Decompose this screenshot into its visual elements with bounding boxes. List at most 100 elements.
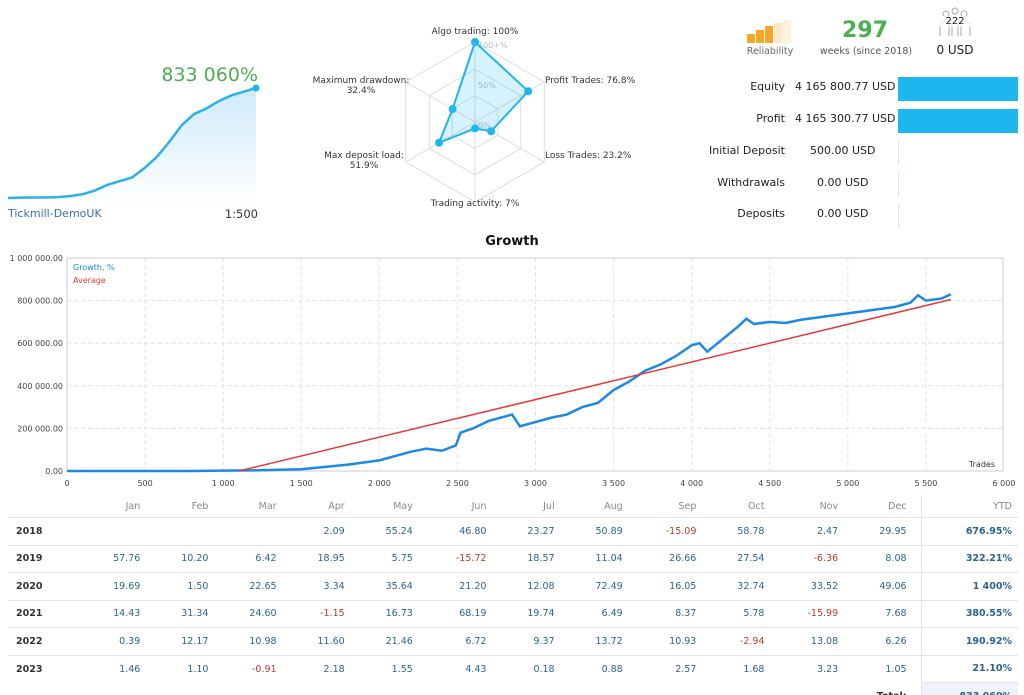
month-return-cell: -15.09 (636, 517, 711, 545)
leverage: 1:500 (224, 207, 258, 221)
month-return-cell: 4.43 (426, 654, 501, 683)
x-tick-label: 1 000 (212, 479, 235, 488)
account-label: Equity (750, 80, 785, 93)
column-header: Mar (258, 500, 277, 512)
table-row: 2022 0.39 12.17 10.98 11.60 21.46 6.72 9.37 13.7… (8, 627, 1018, 655)
radar-value-polygon (437, 40, 530, 145)
month-return-cell: 1.46 (86, 654, 155, 683)
month-return-cell: 1.68 (710, 654, 779, 683)
subscription-price: 0 USD (936, 43, 974, 57)
radar-chart: 100+% 50% 0% (405, 38, 545, 203)
monthly-returns-table: Jan Feb Mar Apr May Jun Jul Aug Sep Oct Nov Dec YTD … (8, 495, 1018, 695)
account-value: 0.00 USD (817, 176, 869, 189)
ytd-cell: 190.92% (920, 627, 1018, 655)
radar-point (487, 127, 496, 136)
year-cell: 2018 (8, 517, 87, 545)
column-header: Apr (328, 500, 345, 512)
month-return-cell: 1.50 (154, 572, 223, 600)
month-return-cell: 19.69 (86, 572, 155, 600)
month-return-cell: 14.43 (86, 599, 155, 628)
radar-scale-label: 100+% (478, 41, 508, 50)
radar-axis-line (474, 121, 545, 163)
month-return-cell: 8.08 (852, 544, 922, 573)
month-return-cell: 18.95 (290, 544, 359, 573)
month-return-cell: -15.99 (778, 599, 853, 628)
month-return-cell: 22.65 (222, 572, 291, 600)
month-return-cell: 5.75 (358, 544, 427, 573)
weeks-value: 297 (842, 18, 888, 43)
ytd-cell: 322.21% (920, 544, 1018, 573)
month-return-cell: 72.49 (568, 572, 637, 600)
ytd-cell: 380.55% (920, 599, 1018, 628)
table-row: 2023 1.46 1.10 -0.91 2.18 1.55 4.43 0.18 0.88 2.5… (8, 654, 1018, 683)
month-return-cell: 2.18 (290, 654, 359, 683)
month-return-cell: -0.91 (222, 654, 291, 683)
month-return-cell: 68.19 (426, 599, 501, 628)
month-return-cell: 11.60 (290, 627, 359, 655)
radar-axis-line (405, 81, 476, 123)
month-return-cell: 11.04 (568, 544, 637, 573)
x-tick-label: 6 000 (993, 479, 1016, 488)
account-label: Initial Deposit (709, 144, 785, 157)
ytd-cell: 676.95% (920, 517, 1018, 545)
month-return-cell: 21.46 (358, 627, 427, 655)
mini-growth-endpoint (252, 84, 260, 92)
month-return-cell: 6.42 (222, 544, 291, 573)
ytd-cell: 1 400% (920, 572, 1018, 600)
month-return-cell: 18.57 (500, 544, 569, 573)
month-return-cell: 10.20 (154, 544, 223, 573)
month-return-cell: 27.54 (710, 544, 779, 573)
account-bar (898, 77, 1018, 101)
month-return-cell: 58.78 (710, 517, 779, 545)
column-header: Jan (125, 500, 141, 512)
x-tick-label: 4 500 (758, 479, 781, 488)
month-return-cell: 2.47 (778, 517, 853, 545)
column-header: YTD (920, 495, 1018, 518)
column-header (8, 495, 86, 518)
x-tick-label: 3 000 (524, 479, 547, 488)
legend-entry: Average (73, 276, 106, 285)
column-header: Sep (678, 500, 697, 512)
radar-label-load: Max deposit load: 51.9% (324, 151, 404, 171)
account-value: 4 165 800.77 USD (795, 80, 896, 93)
x-tick-label: 3 500 (602, 479, 625, 488)
account-bar (898, 141, 899, 165)
account-bar (898, 173, 899, 197)
month-return-cell: 2.09 (290, 517, 359, 545)
x-tick-label: 500 (137, 479, 152, 488)
month-return-cell: 19.74 (500, 599, 569, 628)
year-cell: 2022 (8, 627, 87, 655)
radar-point (448, 105, 457, 114)
month-return-cell: 0.88 (568, 654, 637, 683)
month-return-cell: 1.05 (852, 654, 922, 683)
growth-chart: 0 500 1 000 1 500 2 000 2 500 3 000 3 500 4 000 4… (10, 254, 1016, 488)
month-return-cell: -15.72 (426, 544, 501, 573)
month-return-cell: 1.55 (358, 654, 427, 683)
column-header: Aug (604, 500, 623, 512)
month-return-cell: 35.64 (358, 572, 427, 600)
month-return-cell: 32.74 (710, 572, 779, 600)
month-return-cell: 55.24 (358, 517, 427, 545)
x-tick-label: 0 (64, 479, 69, 488)
column-header: Nov (819, 500, 839, 512)
month-return-cell: 2.57 (636, 654, 711, 683)
x-tick-label: 4 000 (680, 479, 703, 488)
radar-point (435, 138, 444, 147)
month-return-cell: 8.37 (636, 599, 711, 628)
reliability-icon (747, 20, 791, 43)
year-cell: 2020 (8, 572, 87, 600)
total-row: Total:833 060% (8, 682, 1018, 695)
month-return-cell: 13.08 (778, 627, 853, 655)
month-return-cell: 3.23 (778, 654, 853, 683)
month-return-cell: -6.36 (778, 544, 853, 573)
radar-label-activity: Trading activity: 7% (430, 199, 520, 209)
radar-label-drawdown: Maximum drawdown: 32.4% (312, 76, 410, 96)
year-cell: 2021 (8, 599, 87, 628)
month-return-cell: 23.27 (500, 517, 569, 545)
broker-server-link[interactable]: Tickmill-DemoUK (8, 207, 102, 220)
month-return-cell: 10.98 (222, 627, 291, 655)
radar-point (524, 87, 533, 96)
month-return-cell (86, 517, 155, 545)
table-row: 2020 19.69 1.50 22.65 3.34 35.64 21.20 12.08 72.… (8, 572, 1018, 600)
account-label: Profit (756, 112, 785, 125)
